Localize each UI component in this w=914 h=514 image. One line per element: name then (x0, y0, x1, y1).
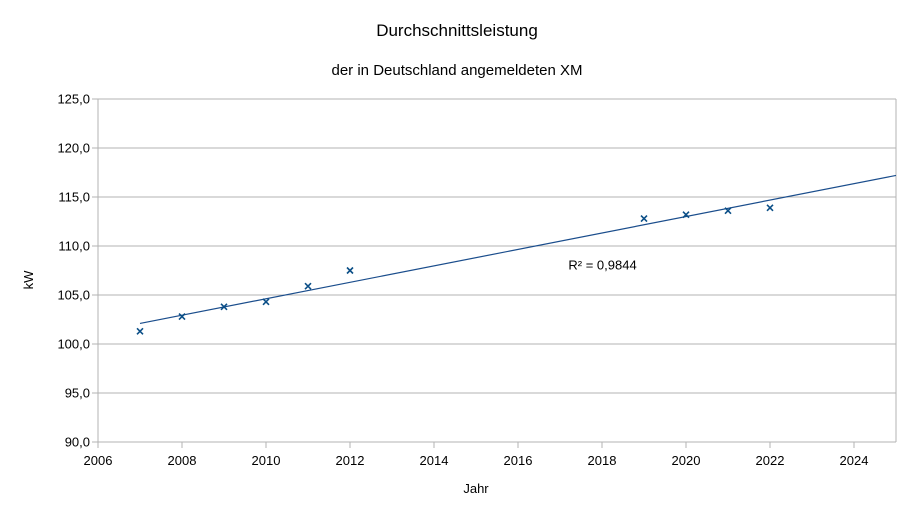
data-point (136, 327, 144, 335)
x-axis: 2006 2008 2010 2012 2014 2016 2018 2020 2022 2024 (84, 442, 869, 468)
data-point (766, 204, 774, 212)
data-point-stroke (304, 282, 312, 290)
trendline (139, 174, 897, 325)
data-point-stroke (766, 204, 774, 212)
x-tick-label: 2012 (336, 453, 365, 468)
data-point-stroke (136, 327, 144, 335)
data-point-stroke (262, 298, 270, 306)
r-squared-label: R² = 0,9844 (568, 258, 636, 273)
data-point (304, 282, 312, 290)
data-point (640, 214, 648, 223)
x-tick-label: 2018 (588, 453, 617, 468)
x-tick-label: 2020 (672, 453, 701, 468)
x-tick-label: 2008 (168, 453, 197, 468)
y-tick-label: 95,0 (65, 386, 90, 401)
x-tick-label: 2022 (756, 453, 785, 468)
y-tick-label: 110,0 (58, 239, 90, 254)
y-axis-label: kW (21, 270, 36, 290)
x-tick-label: 2014 (420, 453, 449, 468)
data-point-stroke (724, 207, 732, 215)
y-tick-label: 115,0 (58, 190, 90, 205)
data-point-stroke (640, 214, 648, 223)
x-tick-label: 2006 (84, 453, 113, 468)
x-tick-label: 2010 (252, 453, 281, 468)
data-point (178, 312, 186, 321)
data-point (346, 266, 354, 275)
chart-subtitle: der in Deutschland angemeldeten XM (332, 62, 583, 79)
data-point-stroke (178, 312, 186, 321)
data-point-stroke (346, 266, 354, 275)
trendline-path (139, 174, 897, 325)
chart-title: Durchschnittsleistung (376, 21, 538, 40)
gridlines (97, 98, 897, 443)
data-point (220, 303, 228, 311)
data-point (262, 298, 270, 306)
data-points (136, 204, 774, 335)
data-point (682, 211, 690, 219)
x-axis-label: Jahr (463, 481, 489, 496)
y-tick-label: 105,0 (57, 288, 90, 303)
data-point-stroke (220, 303, 228, 311)
y-axis: 90,0 95,0 100,0 105,0 110,0 115,0 120,0 125,0 (57, 92, 98, 450)
x-tick-label: 2024 (840, 453, 869, 468)
data-point (724, 207, 732, 215)
data-point-stroke (682, 211, 690, 219)
y-tick-label: 120,0 (57, 141, 90, 156)
y-tick-label: 90,0 (65, 435, 90, 450)
x-tick-label: 2016 (504, 453, 533, 468)
y-tick-label: 100,0 (57, 337, 90, 352)
y-tick-label: 125,0 (57, 92, 90, 107)
